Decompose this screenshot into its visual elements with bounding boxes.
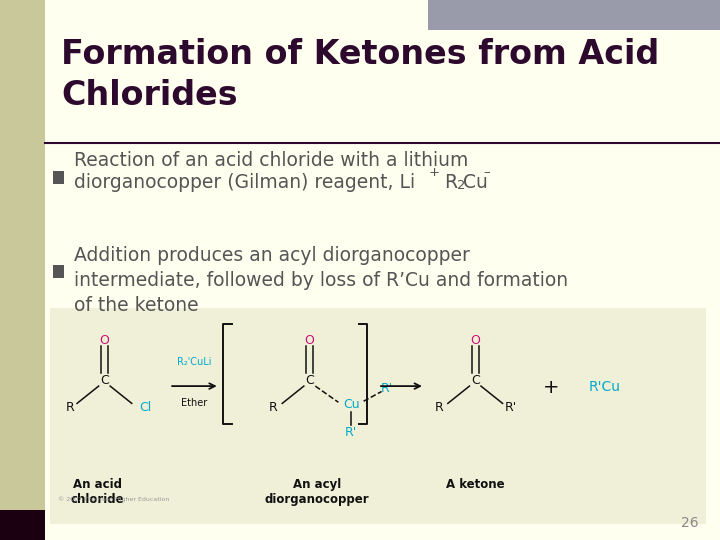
Text: R': R' [345,426,358,438]
Text: R: R [269,401,278,414]
Text: O: O [305,334,315,347]
Text: Formation of Ketones from Acid
Chlorides: Formation of Ketones from Acid Chlorides [61,38,660,112]
Text: Cl: Cl [139,401,152,414]
Text: R₂'CuLi: R₂'CuLi [177,357,212,367]
Text: R'Cu: R'Cu [589,380,621,394]
Bar [0,0,45,540]
Text: O: O [99,334,109,347]
Text: R: R [435,401,444,414]
Text: Addition produces an acyl diorganocopper
intermediate, followed by loss of R’Cu : Addition produces an acyl diorganocopper… [74,246,568,315]
Text: 26: 26 [681,516,698,530]
Text: Ether: Ether [181,398,207,408]
Bar [0,510,45,540]
Text: C: C [471,374,480,387]
Text: –: – [483,166,490,179]
Text: An acid
chloride: An acid chloride [71,478,124,506]
Text: O: O [470,334,480,347]
Bar [53,171,64,184]
Text: +: + [543,377,559,397]
Bar [53,265,64,278]
Text: C: C [100,374,109,387]
Text: Cu: Cu [463,173,488,192]
Bar [50,308,706,524]
Text: 2: 2 [457,179,466,192]
Text: Cu: Cu [343,399,360,411]
Text: R': R' [505,401,518,414]
Bar [428,0,720,30]
Text: A ketone: A ketone [446,478,505,491]
Text: diorganocopper (Gilman) reagent, Li: diorganocopper (Gilman) reagent, Li [74,173,415,192]
Text: +: + [428,166,439,179]
Text: R': R' [381,382,394,395]
Text: C: C [305,374,314,387]
Text: R: R [66,401,74,414]
Text: © 2007 Thomson Higher Education: © 2007 Thomson Higher Education [58,497,169,502]
Text: Reaction of an acid chloride with a lithium: Reaction of an acid chloride with a lith… [74,151,469,170]
Text: An acyl
diorganocopper: An acyl diorganocopper [264,478,369,506]
Text: R: R [444,173,457,192]
